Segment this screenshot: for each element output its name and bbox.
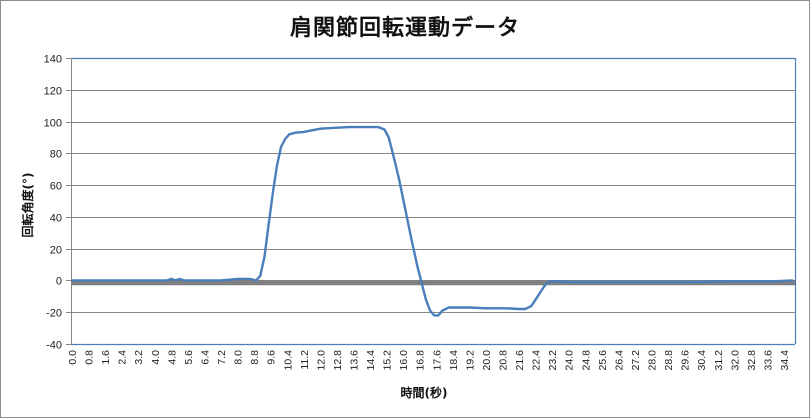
data-series	[70, 125, 795, 317]
x-tick-label: 2.4	[117, 350, 129, 365]
y-axis-title: 回転角度(°)	[20, 173, 35, 238]
x-tick-label: 16.8	[415, 350, 427, 371]
x-tick-label: 20.8	[498, 350, 510, 371]
x-tick-label: 4.8	[166, 350, 178, 365]
x-tick-label: 8.8	[249, 350, 261, 365]
x-tick-label: 5.6	[183, 350, 195, 365]
y-tick-label: 20	[50, 245, 62, 257]
x-tick-label: 16.0	[398, 350, 410, 371]
y-tick-label: 0	[56, 276, 62, 288]
x-tick-label: 19.2	[464, 350, 476, 371]
x-tick-label: 27.2	[630, 350, 642, 371]
x-tick-label: 7.2	[216, 350, 228, 365]
gridlines	[71, 57, 797, 346]
x-tick-label: 13.6	[348, 350, 360, 371]
y-axis-ticks: 140 120 100 80 60 40 20 0 -20 -40	[44, 54, 71, 352]
x-tick-label: 18.4	[448, 350, 460, 371]
rotation-angle-series	[70, 125, 794, 317]
x-tick-label: 24.0	[564, 350, 576, 371]
y-tick-label: 140	[44, 54, 62, 66]
x-tick-label: 22.4	[531, 350, 543, 371]
x-tick-label: 24.8	[580, 350, 592, 371]
x-tick-label: 29.6	[680, 350, 692, 371]
x-tick-label: 1.6	[100, 350, 112, 365]
x-tick-label: 28.8	[663, 350, 675, 371]
x-axis-title: 時間(秒)	[401, 385, 448, 400]
y-tick-label: 60	[50, 181, 62, 193]
y-tick-label: 40	[50, 213, 62, 225]
x-tick-label: 14.4	[365, 350, 377, 371]
x-tick-label: 11.2	[299, 350, 311, 370]
x-tick-label: 9.6	[266, 350, 278, 365]
x-tick-label: 31.2	[713, 350, 725, 371]
x-tick-label: 20.0	[481, 350, 493, 371]
y-tick-label: -20	[46, 308, 62, 320]
chart-title: 肩関節回転運動データ	[289, 16, 520, 41]
x-tick-label: 15.2	[382, 350, 394, 371]
x-tick-label: 32.8	[746, 350, 758, 371]
x-tick-label: 25.6	[597, 350, 609, 371]
x-tick-label: 0.8	[84, 350, 96, 365]
y-tick-label: 100	[44, 118, 62, 130]
x-tick-label: 21.6	[514, 350, 526, 371]
x-tick-label: 33.6	[762, 350, 774, 371]
x-tick-label: 12.0	[315, 350, 327, 371]
x-tick-label: 6.4	[199, 350, 211, 365]
x-axis-ticks: 0.0 0.8 1.6 2.4 3.2 4.0 4.8 5.6 6.4 7.2 8.0 8.8 9.6 1…	[67, 350, 791, 371]
y-tick-label: -40	[46, 340, 62, 352]
x-tick-label: 32.0	[729, 350, 741, 371]
x-tick-label: 17.6	[431, 350, 443, 371]
x-tick-label: 4.0	[150, 350, 162, 365]
x-tick-label: 10.4	[282, 350, 294, 371]
x-tick-label: 0.0	[67, 350, 79, 365]
x-tick-label: 26.4	[613, 350, 625, 371]
y-tick-label: 80	[50, 149, 62, 161]
x-tick-label: 28.0	[647, 350, 659, 371]
x-tick-label: 8.0	[233, 350, 245, 365]
x-tick-label: 23.2	[547, 350, 559, 371]
x-tick-label: 3.2	[133, 350, 145, 365]
x-tick-label: 12.8	[332, 350, 344, 371]
x-tick-label: 34.4	[779, 350, 791, 371]
x-tick-label: 30.4	[696, 350, 708, 371]
y-tick-label: 120	[44, 86, 62, 98]
